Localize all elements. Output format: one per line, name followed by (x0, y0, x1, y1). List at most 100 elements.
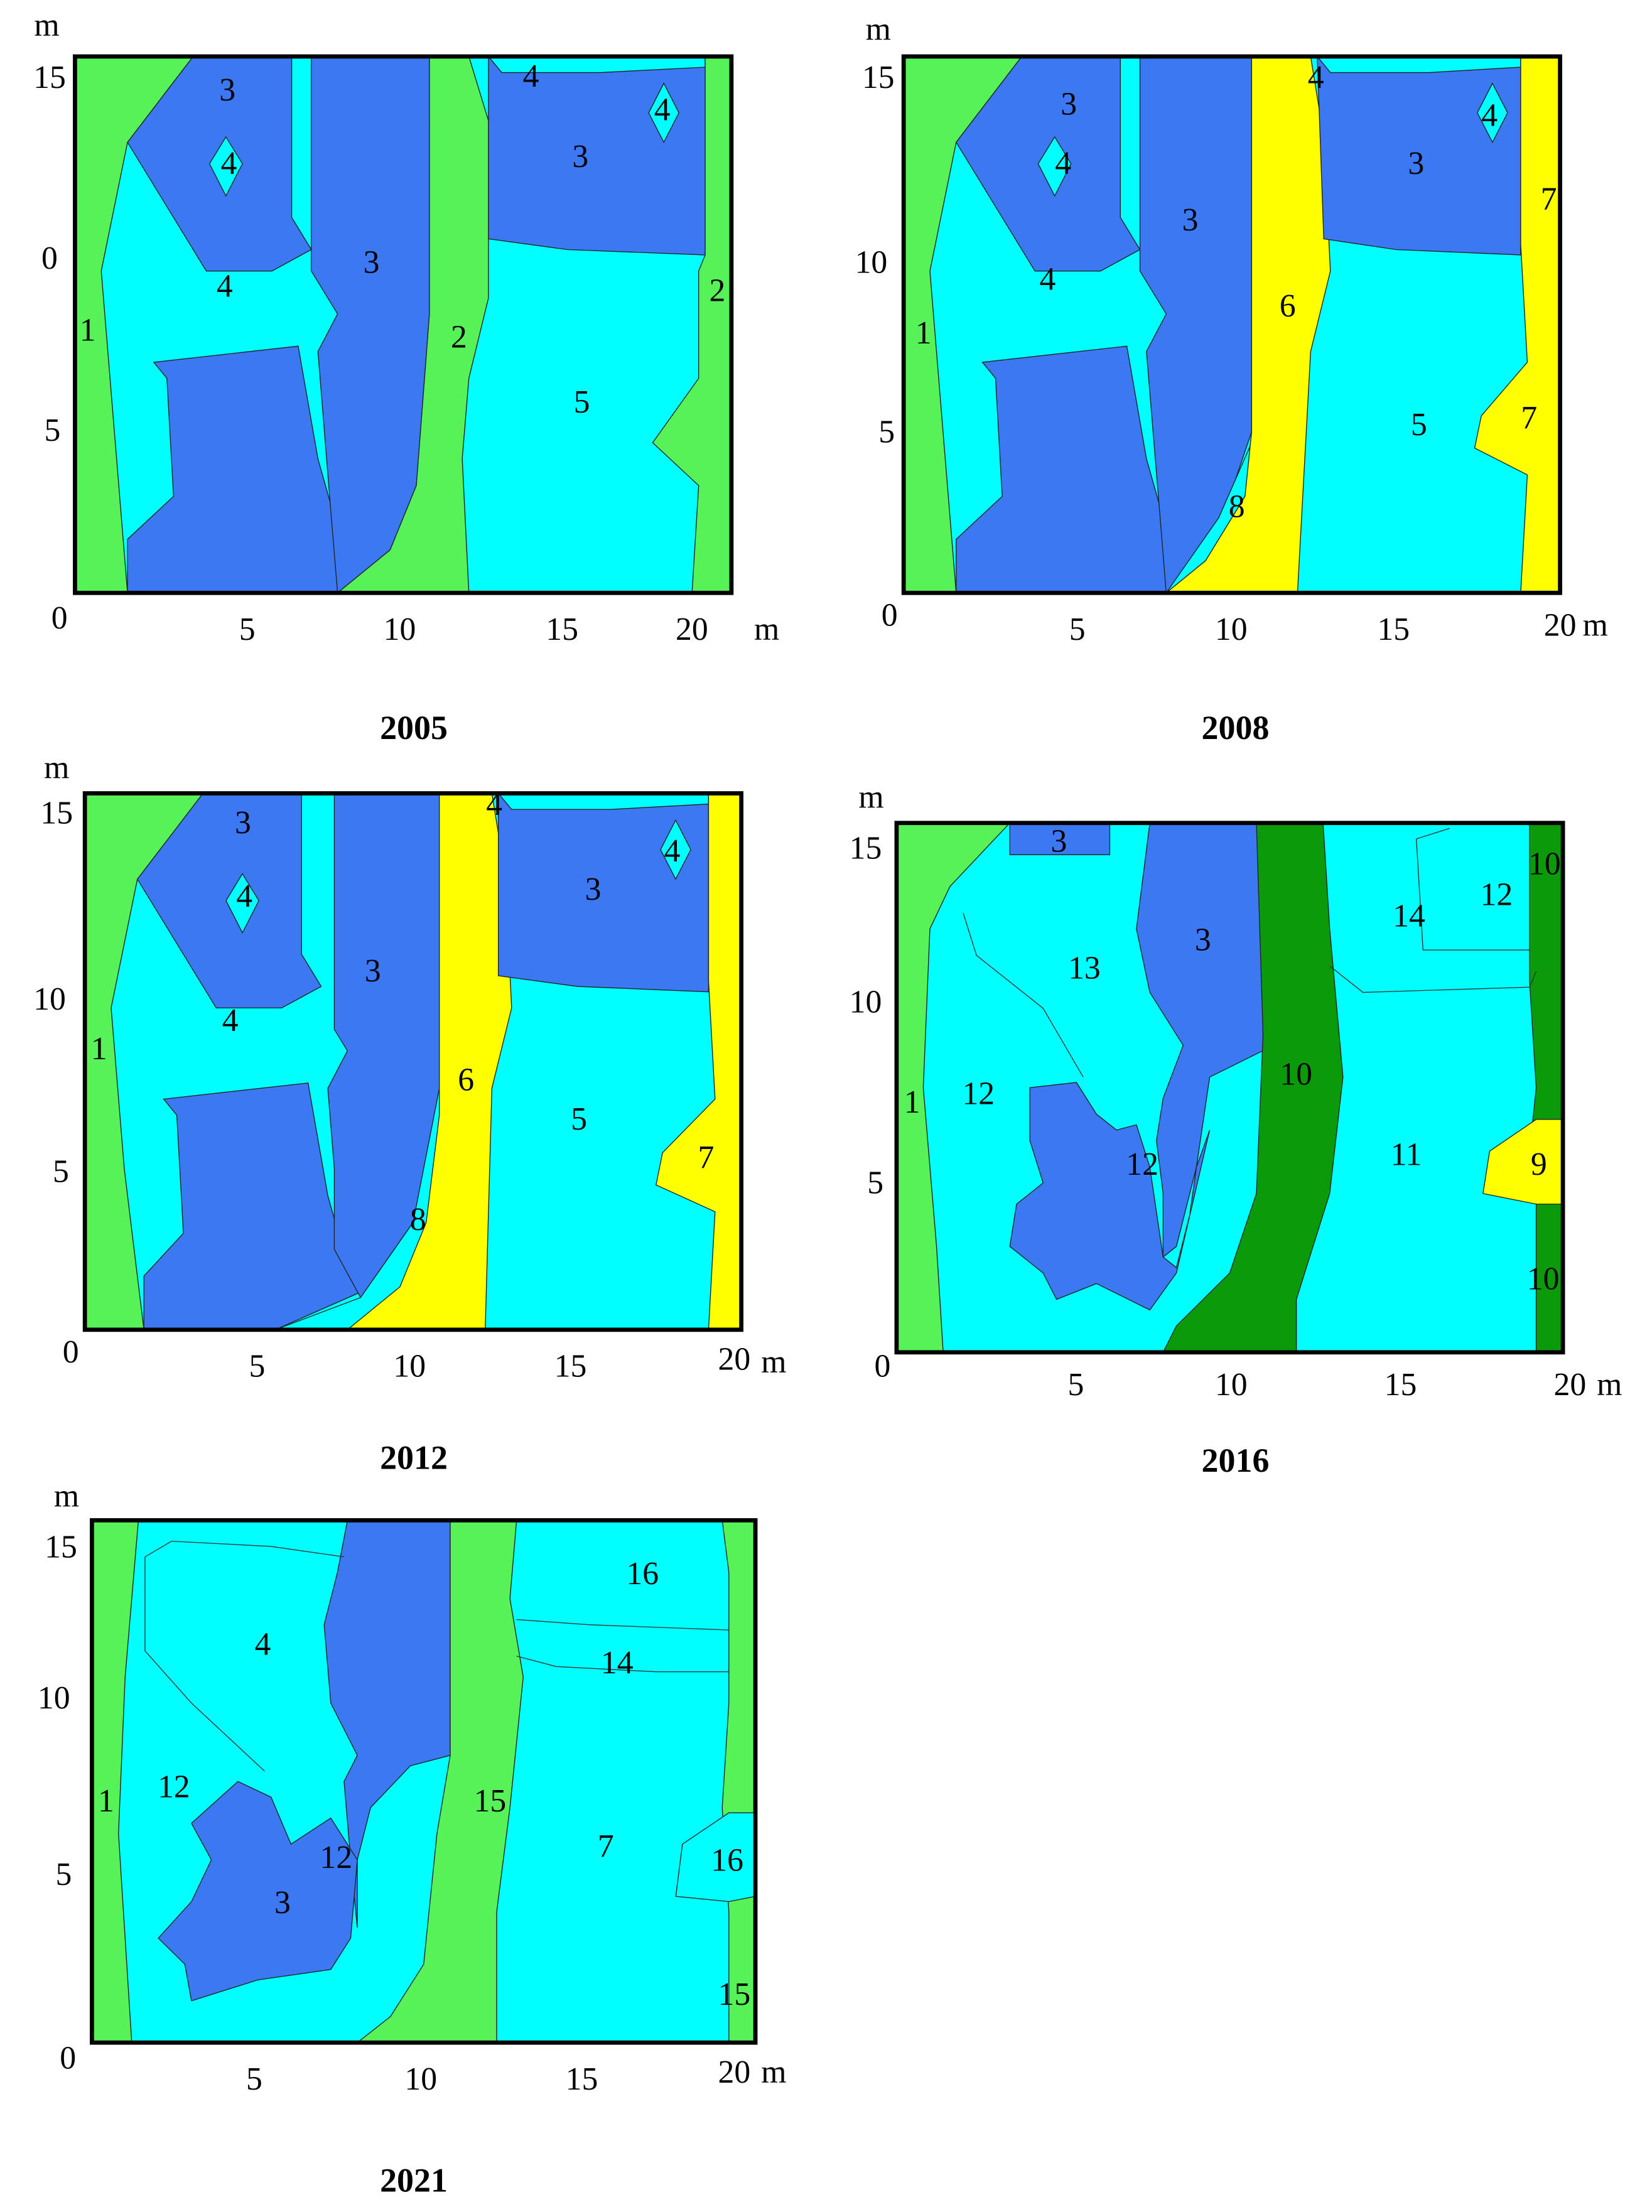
zone-label: 16 (626, 1556, 659, 1592)
origin-label: 0 (60, 2040, 76, 2076)
y-tick-label: 10 (855, 245, 888, 281)
vegetation-zone (158, 1781, 358, 2002)
panel-caption: 2005 (380, 709, 448, 747)
zone-boundary (1329, 965, 1537, 993)
zone-label: 4 (654, 92, 671, 128)
x-tick-label: 20 (1553, 1367, 1586, 1403)
zone-label: 15 (474, 1783, 507, 1819)
zone-label: 5 (574, 384, 590, 420)
zone-label: 1 (915, 315, 932, 351)
panel-caption: 2016 (1202, 1442, 1270, 1479)
zone-label: 4 (1040, 262, 1056, 298)
x-axis-unit: m (754, 612, 779, 647)
zone-label: 8 (1229, 488, 1245, 524)
zone-label: 7 (1521, 400, 1537, 436)
x-tick-label: 10 (393, 1349, 426, 1384)
panel-caption: 2012 (380, 1438, 448, 1476)
zone-label: 12 (158, 1769, 190, 1805)
x-tick-label: 20 (676, 612, 708, 647)
zone-label: 1 (80, 312, 96, 348)
zone-label: 4 (221, 146, 237, 181)
y-axis-unit: m (866, 12, 891, 48)
x-axis-unit: m (761, 2054, 786, 2090)
zone-label: 16 (711, 1843, 743, 1879)
map-frame (73, 54, 734, 595)
zone-label: 4 (1481, 98, 1498, 134)
zone-label: 1 (904, 1084, 920, 1120)
vegetation-zone (336, 56, 489, 593)
y-axis-unit: m (54, 1478, 79, 1514)
x-tick-label: 20 (1544, 607, 1577, 643)
vegetation-zone (1477, 82, 1508, 144)
zone-boundary (144, 1540, 345, 1558)
zone-label: 15 (718, 1977, 751, 2012)
y-tick-label: 5 (878, 414, 895, 450)
y-tick-label: 5 (45, 413, 61, 448)
vegetation-zone (1009, 1082, 1211, 1311)
zone-label: 3 (572, 139, 588, 175)
zone-label: 4 (1308, 60, 1324, 95)
vegetation-zone (225, 873, 259, 934)
x-tick-label: 10 (1215, 1367, 1248, 1403)
zone-boundary (1416, 828, 1530, 951)
x-tick-label: 15 (554, 1349, 587, 1384)
x-tick-label: 15 (1377, 612, 1410, 647)
zone-label: 3 (235, 805, 251, 841)
zone-label: 12 (962, 1076, 995, 1112)
origin-label: 0 (882, 598, 898, 634)
x-tick-label: 5 (249, 1349, 266, 1384)
zone-boundary (963, 912, 1084, 1077)
map-frame (90, 1518, 758, 2045)
zone-label: 10 (1527, 1261, 1560, 1297)
zone-label: 3 (1195, 922, 1211, 958)
zone-label: 12 (1481, 877, 1513, 913)
y-tick-label: 15 (45, 1529, 77, 1565)
vegetation-zone (208, 136, 243, 197)
zone-label: 1 (91, 1031, 107, 1067)
y-tick-label: 15 (33, 60, 66, 95)
map-frame (82, 791, 743, 1332)
zone-label: 4 (1055, 146, 1071, 181)
zone-label: 12 (320, 1840, 353, 1875)
vegetation-zone (1037, 136, 1072, 197)
zone-label: 4 (236, 878, 252, 914)
y-tick-label: 15 (862, 60, 895, 95)
panel-caption: 2021 (380, 2161, 448, 2199)
y-tick-label: 15 (850, 831, 882, 866)
zone-boundary (516, 1619, 729, 1631)
zone-label: 4 (523, 58, 539, 94)
x-tick-label: 15 (1385, 1367, 1417, 1403)
y-axis-unit: m (34, 8, 59, 43)
y-tick-label: 10 (33, 981, 66, 1017)
zone-label: 3 (365, 953, 381, 989)
zone-label: 8 (410, 1202, 426, 1238)
x-tick-label: 10 (1215, 612, 1248, 647)
map-frame (901, 54, 1562, 595)
vegetation-zone (660, 819, 691, 880)
zone-label: 7 (598, 1828, 614, 1864)
y-tick-label: 5 (867, 1165, 883, 1200)
y-tick-label: 5 (53, 1153, 69, 1189)
x-tick-label: 5 (246, 2061, 262, 2097)
x-tick-label: 5 (1069, 612, 1086, 647)
zone-label: 14 (1393, 898, 1425, 934)
zone-label: 2 (451, 320, 467, 355)
origin-label: 0 (63, 1334, 79, 1370)
zone-boundary (144, 1556, 265, 1772)
zone-label: 10 (1528, 846, 1561, 882)
x-tick-label: 20 (718, 1341, 751, 1377)
zone-label: 10 (1280, 1056, 1312, 1092)
vegetation-zone (488, 56, 706, 256)
zone-label: 11 (1391, 1136, 1422, 1172)
x-tick-label: 15 (546, 612, 578, 647)
zone-label: 4 (255, 1627, 271, 1663)
y-tick-label: 0 (41, 240, 58, 276)
zone-label: 5 (1411, 407, 1427, 443)
zone-label: 4 (217, 269, 233, 305)
zone-label: 4 (222, 1003, 239, 1039)
y-tick-label: 10 (850, 985, 882, 1020)
origin-label: 0 (875, 1349, 891, 1384)
zone-label: 5 (571, 1101, 587, 1137)
zone-label: 9 (1531, 1146, 1547, 1182)
